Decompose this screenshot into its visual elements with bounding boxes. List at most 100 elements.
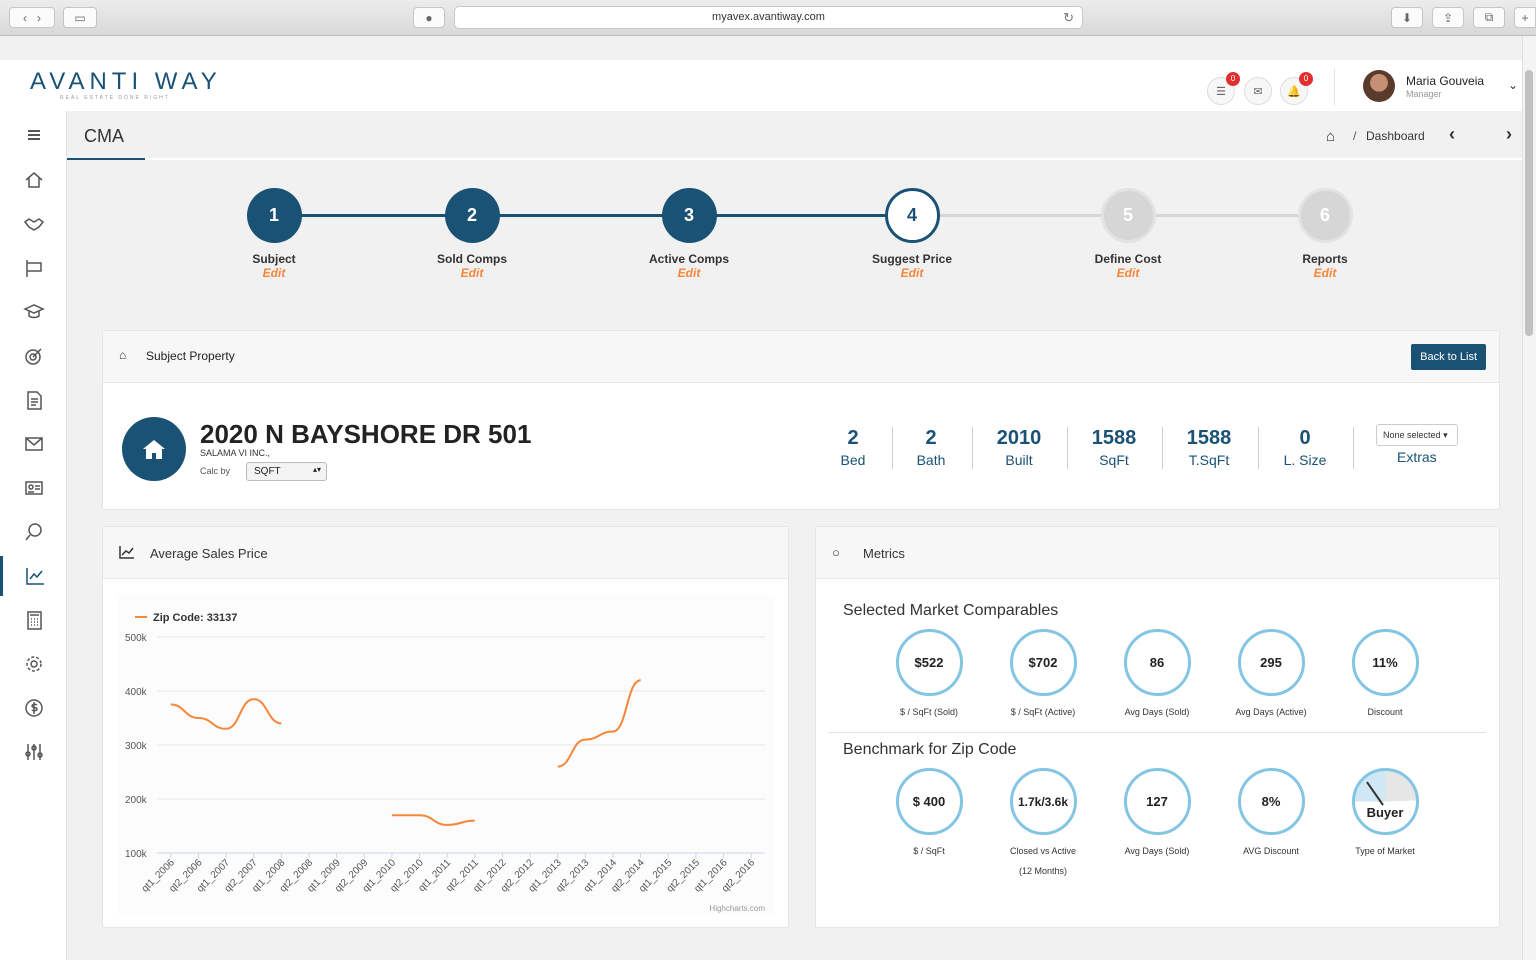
sidebar [0,111,67,960]
step-edit-link[interactable]: Edit [460,266,484,280]
tabs-icon[interactable]: ⧉ [1473,7,1505,28]
back-forward-buttons[interactable]: ‹ › [9,7,55,28]
card-header: ⌂ Subject Property Back to List [103,331,1499,383]
step-active-comps[interactable]: 3 Active Comps Edit [619,188,759,280]
metric-value: 8% [1237,768,1305,835]
home-icon: ⌂ [119,348,127,362]
select-arrows-icon: ▴▾ [312,465,321,474]
step-number: 5 [1100,188,1156,243]
line-chart-icon [119,545,135,562]
browser-toolbar: ‹ › ▭ ● myavex.avantiway.com ↻ ⬇ ⇪ ⧉ + [0,0,1536,36]
stat-label: Bath [916,452,946,468]
share-icon[interactable]: ⇪ [1432,7,1464,28]
download-icon[interactable]: ⬇ [1391,7,1423,28]
step-label: Define Cost [1094,252,1162,266]
series-line [391,814,475,826]
metric-zip-sqft: $ 400 $ / SqFt [869,768,989,861]
messages-icon[interactable]: ☰ 0 [1207,72,1240,105]
step-sold-comps[interactable]: 2 Sold Comps Edit [402,188,542,280]
calc-by-label: Calc by [200,466,231,476]
bell-icon[interactable]: 🔔 0 [1280,72,1313,105]
sliders-icon[interactable] [0,732,67,772]
metric-avg-days-active: 295 Avg Days (Active) [1211,629,1331,722]
mail-icon[interactable]: ✉ [1244,77,1272,105]
page-title: CMA [84,126,124,146]
stat-label: T.SqFt [1188,452,1230,468]
extras-select[interactable]: None selected ▾ [1376,424,1458,446]
handshake-icon[interactable] [0,204,67,244]
new-tab-icon[interactable]: + [1514,7,1536,28]
metric-discount: 11% Discount [1325,629,1445,722]
graduation-cap-icon[interactable] [0,292,67,332]
sidebar-toggle-icon[interactable]: ▭ [63,7,97,28]
metric-label: Closed vs Active (12 Months) [983,841,1103,881]
step-subject[interactable]: 1 Subject Edit [204,188,344,280]
search-house-icon[interactable] [0,512,67,552]
breadcrumb[interactable]: Dashboard [1366,129,1425,143]
metric-value: 86 [1123,629,1191,696]
metric-label: Discount [1367,707,1403,717]
step-number: 3 [661,188,717,243]
contact-card-icon[interactable] [0,468,67,508]
y-tick-label: 400k [125,687,148,698]
step-edit-link[interactable]: Edit [1116,266,1140,280]
user-name[interactable]: Maria Gouveia [1406,74,1485,88]
step-define-cost[interactable]: 5 Define Cost Edit [1058,188,1198,280]
series-line [170,698,282,730]
metric-label: Avg Days (Sold) [1124,707,1190,717]
reload-icon[interactable]: ↻ [1063,10,1074,25]
stat-value: 1588 [1186,427,1232,449]
chevron-left-icon[interactable]: ‹ [1449,124,1455,144]
metric-label: Type of Market [1355,846,1415,856]
page-scrollbar[interactable] [1522,36,1536,960]
dollar-icon[interactable] [0,688,67,728]
calc-by-value: SQFT [254,466,281,477]
step-reports[interactable]: 6 Reports Edit [1255,188,1395,280]
metric-label: Avg Days (Sold) [1124,846,1190,856]
market-gauge: Buyer [1351,768,1419,835]
metric-avg-days-sold: 86 Avg Days (Sold) [1097,629,1217,722]
step-suggest-price[interactable]: 4 Suggest Price Edit [842,188,982,280]
back-to-list-button[interactable]: Back to List [1411,344,1486,370]
step-edit-link[interactable]: Edit [677,266,701,280]
step-number: 2 [444,188,500,243]
target-icon[interactable] [0,336,67,376]
stat-value: 2 [925,427,937,449]
extras-select-value: None selected [1383,430,1441,440]
stat-divider [972,427,973,469]
metric-value: 127 [1123,768,1191,835]
stat-built: 2010 Built [979,427,1059,468]
extras-label: Extras [1397,449,1437,465]
step-label: Sold Comps [436,252,507,266]
document-icon[interactable] [0,380,67,420]
caret-down-icon: ▾ [1443,430,1448,440]
metric-sqft-sold: $522 $ / SqFt (Sold) [869,629,989,722]
step-edit-link[interactable]: Edit [1313,266,1337,280]
chart-icon[interactable] [0,556,67,596]
stat-divider [1258,427,1259,469]
metric-label: $ / SqFt [913,846,945,856]
address-bar[interactable]: myavex.avantiway.com ↻ [454,6,1083,29]
avanti-way-logo[interactable]: AVANTI WAY [30,68,222,95]
step-edit-link[interactable]: Edit [262,266,286,280]
hamburger-menu-icon[interactable] [0,115,67,155]
stat-value: 2 [847,427,859,449]
home-icon[interactable] [0,160,67,200]
metric-value: 1.7k/3.6k [1009,768,1077,835]
step-edit-link[interactable]: Edit [900,266,924,280]
envelope-icon[interactable] [0,424,67,464]
scroll-thumb[interactable] [1525,70,1533,336]
messages-badge: 0 [1226,72,1240,86]
privacy-icon[interactable]: ● [413,7,445,28]
step-label: Suggest Price [871,252,953,266]
chevron-right-icon[interactable]: › [1506,124,1512,144]
avatar[interactable] [1363,70,1395,102]
home-breadcrumb-icon[interactable]: ⌂ [1326,128,1336,145]
chevron-down-icon[interactable]: ⌄ [1508,78,1519,92]
property-owner: SALAMA VI INC., [200,448,271,458]
calculator-icon[interactable] [0,600,67,640]
sale-sign-icon[interactable] [0,248,67,288]
gear-icon[interactable] [0,644,67,684]
metric-sqft-active: $702 $ / SqFt (Active) [983,629,1103,722]
calc-by-select[interactable]: SQFT ▴▾ [246,462,327,481]
